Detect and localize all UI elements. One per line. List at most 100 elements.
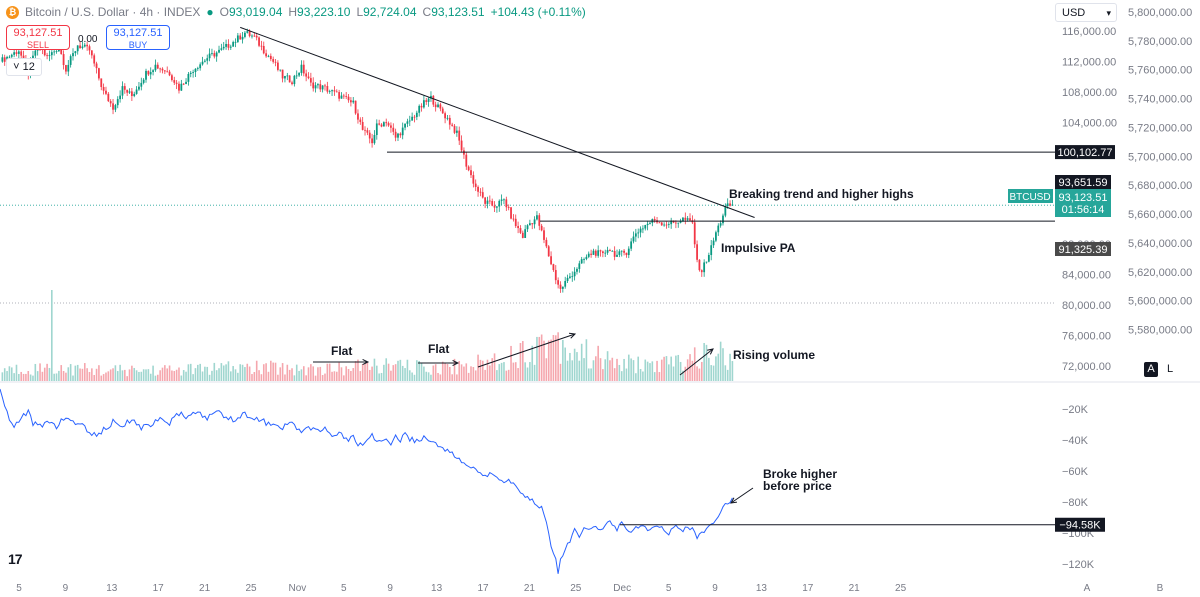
candle-body [281, 69, 284, 79]
candle-body [406, 121, 409, 124]
volume-bar [477, 354, 479, 381]
time-axis-tick: 5 [16, 583, 22, 594]
volume-bar [222, 365, 225, 381]
volume-bar [670, 356, 672, 381]
volume-bar [613, 368, 616, 381]
candle-body [712, 240, 715, 246]
volume-bar [25, 373, 27, 381]
candle-body [34, 50, 37, 56]
candle-body [112, 103, 114, 110]
volume-bar [53, 373, 55, 381]
symbol-title[interactable]: Bitcoin / U.S. Dollar · 4h · INDEX [25, 5, 201, 19]
symbol-tag-bg [1008, 189, 1053, 203]
currency-select[interactable]: USD ▾ [1055, 3, 1117, 22]
volume-bar [149, 373, 152, 381]
candle-body [583, 259, 585, 260]
candle-body [206, 58, 209, 61]
chevron-down-icon: ˅ [13, 61, 20, 73]
volume-bar [251, 374, 253, 381]
tradingview-logo[interactable]: 17 [8, 551, 23, 567]
candle-body [309, 78, 312, 83]
candle-body [338, 92, 341, 99]
candle-body [488, 200, 491, 202]
volume-bar [538, 336, 541, 381]
volume-bar [281, 363, 284, 381]
candle-body [317, 84, 319, 86]
candle-body [479, 191, 482, 193]
candle-body [559, 284, 562, 289]
candle-body [528, 223, 531, 226]
time-axis-tick: 9 [63, 583, 69, 594]
volume-bar [159, 370, 161, 381]
auto-scale-button[interactable]: A [1144, 362, 1158, 377]
candle-body [147, 70, 150, 75]
candle-body [189, 72, 192, 74]
volume-bar [427, 372, 430, 381]
candle-body [347, 96, 350, 101]
indicator-level-label-bg [1055, 517, 1105, 532]
candle-body [390, 125, 392, 128]
volume-bar [173, 370, 176, 381]
volume-bar [432, 365, 435, 381]
volume-bar [385, 358, 388, 381]
candle-body [618, 251, 621, 255]
candle-body [232, 42, 235, 47]
volume-bar [98, 365, 100, 381]
candle-body [448, 117, 451, 125]
candle-body [385, 122, 388, 124]
broke-higher-arrow [730, 487, 754, 504]
volume-bar [279, 367, 282, 381]
volume-bar [705, 344, 708, 381]
volume-bar [675, 355, 677, 381]
volume-bars [1, 290, 734, 381]
volume-bar [145, 369, 147, 381]
candle-body [65, 65, 67, 72]
volume-bar [444, 362, 446, 381]
candle-body [255, 35, 258, 38]
volume-bar [418, 360, 420, 381]
candle-body [105, 90, 107, 94]
secondary-axis-tick: 5,760,000.00 [1128, 65, 1192, 77]
volume-bar [135, 370, 138, 381]
volume-bar [394, 364, 397, 381]
volume-bar [241, 364, 244, 381]
volume-bar [10, 367, 13, 381]
annotation-text: Flat [428, 342, 449, 356]
candle-body [178, 83, 180, 91]
volume-bar [406, 359, 409, 381]
price-axis-tick: 84,000.00 [1062, 270, 1111, 282]
volume-bar [102, 374, 105, 381]
log-scale-button[interactable]: L [1166, 363, 1174, 375]
volume-bar [114, 365, 117, 381]
volume-bar [677, 354, 680, 381]
volume-bar [124, 369, 126, 381]
volume-bar [199, 363, 201, 381]
candle-body [505, 199, 508, 208]
candle-body [345, 96, 348, 97]
volume-bar [326, 363, 329, 381]
annotation-text: Breaking trend and higher highs [729, 187, 914, 201]
candle-body [173, 80, 176, 83]
time-axis-tick: 25 [895, 583, 907, 594]
volume-bar [653, 372, 656, 381]
candle-body [731, 204, 734, 206]
volume-bar [95, 368, 98, 381]
close-label: C [422, 5, 432, 19]
candle-body [222, 46, 225, 49]
volume-bar [357, 359, 359, 381]
volume-bar [456, 374, 458, 381]
open-value: 93,019.04 [228, 5, 283, 19]
volume-bar [232, 366, 234, 381]
volume-bar [86, 368, 88, 381]
volume-bar [430, 374, 432, 381]
volume-bar [731, 361, 734, 381]
buy-button[interactable]: 93,127.51 BUY [106, 25, 170, 50]
sell-button[interactable]: 93,127.51 SELL [6, 25, 70, 50]
volume-bar [510, 345, 512, 381]
volume-bar [420, 362, 423, 381]
candle-body [156, 64, 159, 69]
indicator-collapse-button[interactable]: ˅ 12 [6, 58, 42, 76]
candle-body [236, 35, 239, 42]
volume-bar [164, 365, 166, 381]
